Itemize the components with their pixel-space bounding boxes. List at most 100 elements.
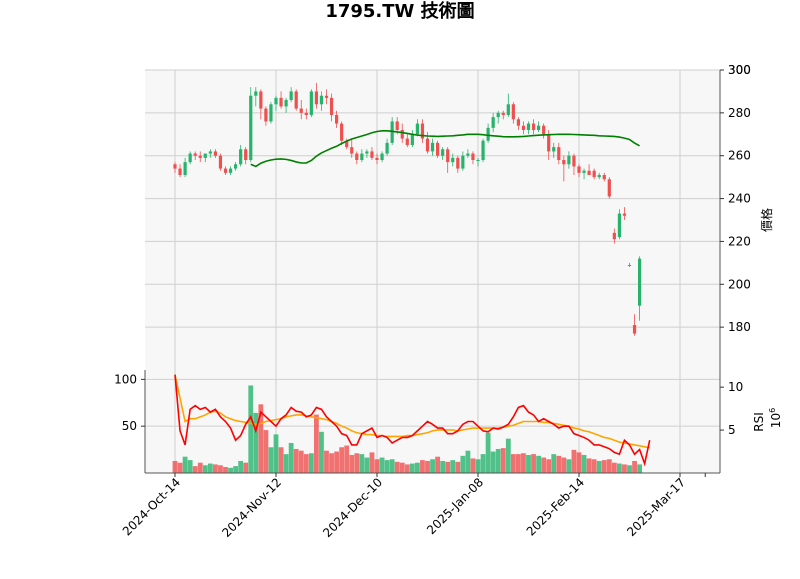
volume-bar xyxy=(283,454,289,473)
volume-bar xyxy=(172,460,178,473)
candle-body xyxy=(375,157,379,160)
volume-bar xyxy=(384,460,390,473)
candle-body xyxy=(239,149,243,165)
candle-body xyxy=(486,127,490,141)
candle-body xyxy=(355,153,359,160)
volume-bar xyxy=(495,448,501,473)
candle-body xyxy=(218,155,223,169)
volume-bar xyxy=(223,466,228,473)
candle-body xyxy=(289,91,293,100)
x-tick-label: 2024-Nov-12 xyxy=(219,475,284,540)
x-tick-label: 2025-Jan-08 xyxy=(424,475,486,537)
volume-bar xyxy=(551,454,557,473)
candle-body xyxy=(501,112,505,115)
volume-bar xyxy=(561,457,567,473)
candle-body xyxy=(234,164,238,169)
volume-bar xyxy=(314,414,319,473)
candle-body xyxy=(203,153,207,158)
candle-body xyxy=(582,170,586,173)
volume-bar xyxy=(207,463,213,473)
candle-body xyxy=(193,153,197,156)
rsi-axis-ticks: 50 100 xyxy=(114,372,145,433)
volume-bar xyxy=(278,447,284,473)
candle-body xyxy=(385,142,389,154)
candle-body xyxy=(446,149,450,163)
price-tick-label: 220 xyxy=(728,234,751,248)
volume-bar xyxy=(339,447,345,473)
volume-bar xyxy=(516,454,521,473)
volume-bar xyxy=(450,460,456,473)
candle-body xyxy=(612,232,616,240)
volume-bar xyxy=(505,438,511,473)
candle-body xyxy=(491,117,495,128)
candle-body xyxy=(340,123,344,141)
candle-body xyxy=(471,153,475,160)
volume-bar xyxy=(596,460,602,473)
candle-body xyxy=(350,147,354,154)
candle-body xyxy=(304,112,308,115)
volume-bar xyxy=(606,459,612,473)
volume-bar xyxy=(253,412,259,473)
x-tick-label: 2024-Oct-14 xyxy=(120,475,183,538)
candle-body xyxy=(638,258,642,306)
volume-bar xyxy=(258,404,264,473)
volume-bar xyxy=(409,463,415,473)
volume-bar xyxy=(394,461,400,473)
volume-bar xyxy=(637,464,642,473)
candle-body xyxy=(370,151,374,158)
volume-bar xyxy=(622,464,627,473)
candle-body xyxy=(254,91,258,96)
candle-body xyxy=(335,115,339,124)
candle-body xyxy=(319,95,324,105)
candle-body xyxy=(264,108,268,122)
candle-body xyxy=(284,100,288,107)
candle-body xyxy=(607,179,611,197)
candle-body xyxy=(506,104,510,115)
volume-bar xyxy=(420,460,425,473)
candle-body xyxy=(436,142,440,156)
rsi-tick-label: 50 xyxy=(122,419,137,433)
volume-bar xyxy=(182,456,188,473)
volume-bar xyxy=(445,461,451,473)
volume-bar xyxy=(510,454,516,473)
candle-body xyxy=(602,175,606,180)
candle-body xyxy=(410,134,414,145)
candle-body xyxy=(456,157,460,169)
volume-bar xyxy=(228,467,233,473)
volume-bar xyxy=(404,464,410,473)
candle-body xyxy=(567,155,571,165)
candle-body xyxy=(466,153,470,156)
volume-bar xyxy=(576,452,582,473)
volume-bar xyxy=(627,465,632,473)
volume-bars xyxy=(172,385,642,473)
volume-bar xyxy=(611,462,617,473)
volume-bar xyxy=(298,450,304,473)
price-tick-label: 200 xyxy=(728,277,751,291)
svg-text:106: 106 xyxy=(768,408,783,428)
candle-body xyxy=(547,134,551,152)
volume-bar xyxy=(556,455,562,473)
volume-axis-ticks: 5 10 xyxy=(720,380,743,437)
candle-body xyxy=(622,213,627,216)
volume-bar xyxy=(546,459,552,473)
candle-body xyxy=(188,153,192,163)
rsi-line xyxy=(174,374,651,467)
volume-bar xyxy=(233,466,238,473)
candle-body xyxy=(249,95,253,160)
x-tick-label: 2025-Mar-17 xyxy=(624,475,688,539)
candle-body xyxy=(521,125,526,130)
volume-bar xyxy=(632,460,637,473)
volume-tick-label: 5 xyxy=(728,423,736,437)
candle-body xyxy=(526,123,531,130)
volume-bar xyxy=(531,454,536,473)
volume-bar xyxy=(197,462,203,473)
candle-body xyxy=(400,130,404,139)
volume-bar xyxy=(485,432,491,473)
volume-bar xyxy=(601,460,607,473)
volume-bar xyxy=(303,454,309,473)
candle-body xyxy=(587,170,591,175)
candle-body xyxy=(173,164,177,169)
candle-body xyxy=(223,168,228,173)
